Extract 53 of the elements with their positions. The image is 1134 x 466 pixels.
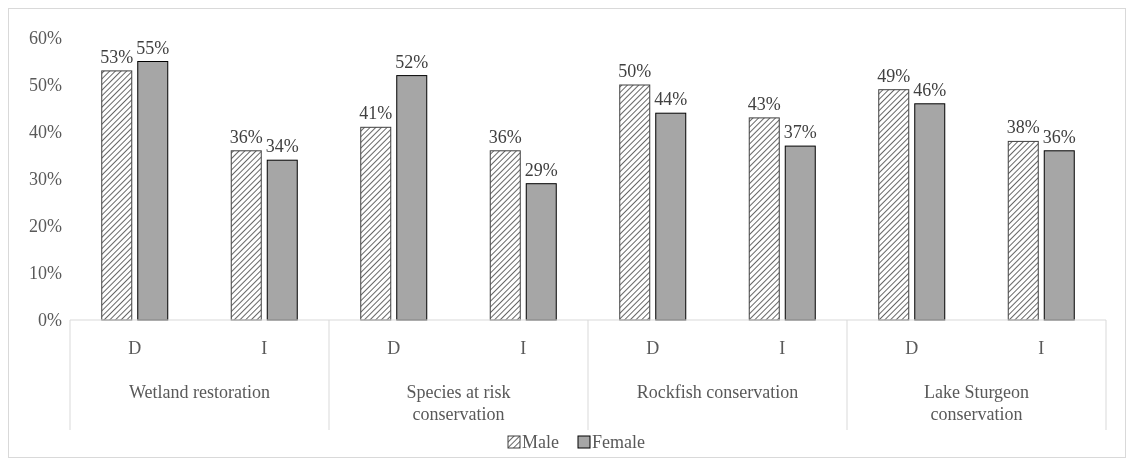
data-label: 50% xyxy=(618,61,652,81)
data-label: 46% xyxy=(913,79,947,100)
legend-label: Female xyxy=(592,432,645,453)
bar xyxy=(619,84,651,321)
bar xyxy=(914,103,946,321)
x-tick-label: D xyxy=(128,338,142,358)
data-label: 52% xyxy=(395,51,429,72)
bar xyxy=(1043,150,1075,321)
text: Wetland restoration xyxy=(128,382,271,402)
bar xyxy=(748,117,780,321)
x-tick-label: I xyxy=(779,338,786,358)
bar xyxy=(784,145,816,321)
legend-label: Male xyxy=(522,432,559,453)
bar xyxy=(137,61,169,321)
bar xyxy=(878,89,910,321)
data-label: 38% xyxy=(1006,117,1040,138)
data-label: 37% xyxy=(783,122,817,143)
bar xyxy=(489,150,521,321)
x-tick-label: I xyxy=(520,338,527,358)
data-label: 44% xyxy=(654,89,688,110)
y-tick-label: 10% xyxy=(29,263,62,284)
text: Lake Sturgeon conservation xyxy=(923,382,1030,424)
data-label: 36% xyxy=(488,126,522,147)
data-label: 53% xyxy=(100,46,134,67)
y-tick-label: 60% xyxy=(29,28,62,49)
x-tick-label: D xyxy=(905,338,919,358)
data-label: 41% xyxy=(359,103,393,124)
bar xyxy=(360,126,392,321)
data-label: 36% xyxy=(229,126,263,147)
text: Rockfish conservation xyxy=(636,382,799,402)
y-tick-label: 50% xyxy=(29,75,62,96)
x-tick-label: D xyxy=(387,338,401,358)
data-label: 29% xyxy=(524,159,558,180)
bar xyxy=(655,112,687,321)
x-tick-label: I xyxy=(1038,338,1045,358)
data-label: 36% xyxy=(1042,126,1076,147)
bar xyxy=(266,159,298,321)
bar xyxy=(396,75,428,321)
data-label: 49% xyxy=(877,65,911,86)
data-label: 43% xyxy=(747,93,781,114)
text: Species at risk conservation xyxy=(406,382,511,424)
bar xyxy=(101,70,133,321)
x-tick-label: D xyxy=(646,338,660,358)
bar xyxy=(230,150,262,321)
x-tick-label: I xyxy=(261,338,268,358)
data-label: 55% xyxy=(136,37,170,58)
y-tick-label: 40% xyxy=(29,122,62,143)
data-label: 34% xyxy=(265,136,299,157)
y-tick-label: 30% xyxy=(29,169,62,190)
y-tick-label: 0% xyxy=(38,310,62,331)
bar xyxy=(1007,140,1039,321)
y-tick-label: 20% xyxy=(29,216,62,237)
bar xyxy=(525,183,557,321)
